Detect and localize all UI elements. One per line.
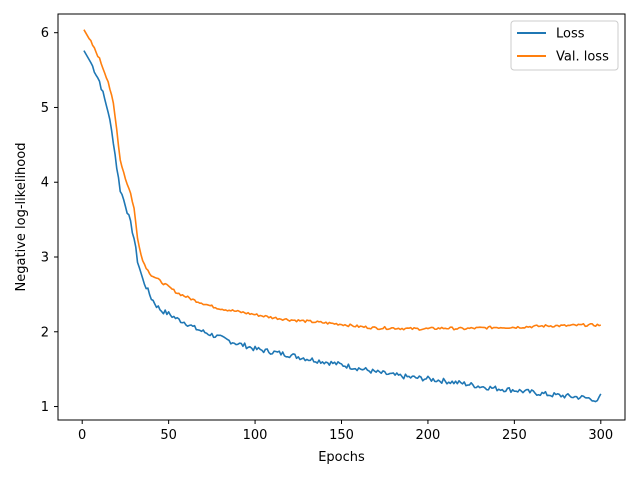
y-tick-label: 2 [41, 325, 49, 340]
y-tick-label: 1 [41, 400, 49, 415]
x-tick-label: 0 [78, 428, 86, 443]
x-tick-label: 50 [160, 428, 177, 443]
x-tick-label: 200 [416, 428, 441, 443]
x-tick-label: 100 [243, 428, 268, 443]
series-line-val-loss [83, 29, 602, 331]
y-axis: 1 2 3 4 5 6 [41, 26, 58, 415]
x-tick-label: 300 [588, 428, 613, 443]
x-tick-label: 250 [502, 428, 527, 443]
y-axis-label: Negative log-likelihood [14, 143, 29, 292]
y-tick-label: 6 [41, 26, 49, 41]
x-axis: 0 50 100 150 200 250 300 [78, 420, 613, 443]
y-tick-label: 5 [41, 101, 49, 116]
legend-label-loss: Loss [556, 27, 585, 42]
y-tick-label: 4 [41, 176, 49, 191]
legend: Loss Val. loss [510, 20, 619, 71]
series-line-loss [83, 50, 602, 403]
legend-label-val-loss: Val. loss [556, 50, 609, 65]
x-tick-label: 150 [329, 428, 354, 443]
plot-area-frame [57, 13, 626, 421]
series-layer [83, 29, 602, 403]
y-tick-label: 3 [41, 251, 49, 266]
x-axis-label: Epochs [318, 450, 365, 465]
